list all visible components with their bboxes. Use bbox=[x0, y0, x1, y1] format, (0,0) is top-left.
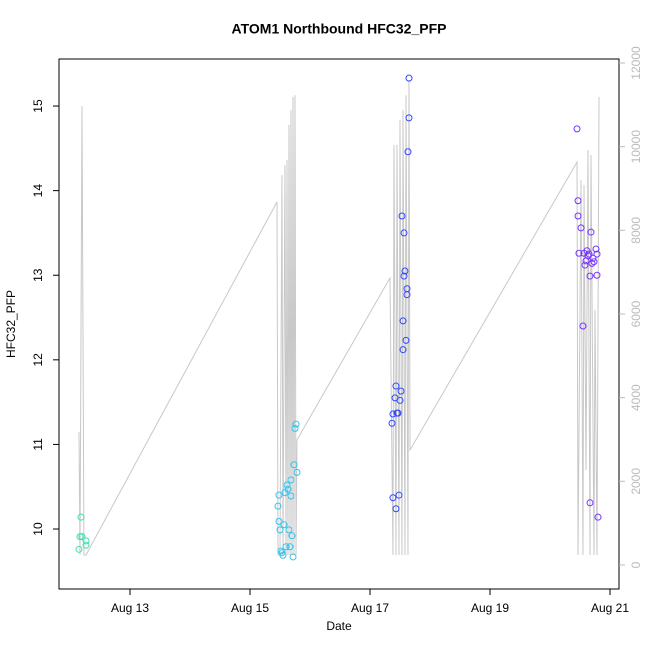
data-point bbox=[287, 492, 295, 500]
data-point bbox=[399, 317, 407, 325]
data-point bbox=[577, 224, 585, 232]
data-point bbox=[585, 250, 593, 258]
data-point bbox=[76, 533, 84, 541]
data-point bbox=[397, 387, 405, 395]
data-point bbox=[283, 481, 291, 489]
x-axis-label: Date bbox=[326, 619, 352, 633]
data-point bbox=[592, 245, 600, 253]
data-point bbox=[292, 420, 300, 428]
data-point bbox=[574, 197, 582, 205]
data-point bbox=[594, 513, 602, 521]
data-point bbox=[78, 533, 86, 541]
data-point bbox=[291, 424, 299, 432]
x-tick-label: Aug 19 bbox=[471, 601, 509, 615]
data-point bbox=[389, 494, 397, 502]
data-point bbox=[286, 543, 294, 551]
data-point bbox=[588, 259, 596, 267]
data-point bbox=[399, 346, 407, 354]
y-tick-label: 12 bbox=[31, 353, 45, 367]
data-point bbox=[82, 537, 90, 545]
x-tick-label: Aug 13 bbox=[111, 601, 149, 615]
y-tick-label: 15 bbox=[31, 99, 45, 113]
data-point bbox=[75, 545, 83, 553]
data-point bbox=[581, 261, 589, 269]
data-point bbox=[82, 541, 90, 549]
data-point bbox=[394, 409, 402, 417]
data-point bbox=[392, 382, 400, 390]
data-point bbox=[276, 526, 284, 534]
data-point bbox=[586, 272, 594, 280]
y-tick-label: 10 bbox=[31, 522, 45, 536]
data-point bbox=[290, 461, 298, 469]
data-point bbox=[586, 499, 594, 507]
x-tick-label: Aug 15 bbox=[231, 601, 269, 615]
data-point bbox=[275, 517, 283, 525]
data-point bbox=[593, 250, 601, 258]
data-point bbox=[579, 322, 587, 330]
data-point bbox=[287, 476, 295, 484]
data-point bbox=[402, 336, 410, 344]
x-tick-label: Aug 17 bbox=[351, 601, 389, 615]
data-point bbox=[405, 114, 413, 122]
data-point bbox=[77, 513, 85, 521]
data-point bbox=[289, 553, 297, 561]
data-point bbox=[274, 502, 282, 510]
data-point bbox=[583, 247, 591, 255]
y-tick-label: 14 bbox=[31, 184, 45, 198]
y2-tick-label: 6000 bbox=[629, 300, 643, 327]
data-point bbox=[590, 258, 598, 266]
data-point bbox=[404, 148, 412, 156]
data-point bbox=[288, 532, 296, 540]
y2-tick-label: 12000 bbox=[629, 46, 643, 80]
data-point bbox=[275, 491, 283, 499]
plot-frame bbox=[58, 58, 620, 590]
data-point bbox=[403, 291, 411, 299]
data-point bbox=[285, 526, 293, 534]
data-point bbox=[392, 505, 400, 513]
data-point bbox=[587, 228, 595, 236]
y2-tick-label: 8000 bbox=[629, 217, 643, 244]
data-point bbox=[396, 396, 404, 404]
altitude-line bbox=[78, 80, 600, 556]
data-point bbox=[400, 272, 408, 280]
x-tick-label: Aug 21 bbox=[591, 601, 629, 615]
data-point bbox=[405, 74, 413, 82]
y-axis-label: HFC32_PFP bbox=[4, 290, 18, 358]
data-point bbox=[279, 551, 287, 559]
data-point bbox=[574, 212, 582, 220]
data-point bbox=[389, 410, 397, 418]
y-tick-label: 11 bbox=[31, 438, 45, 451]
data-point bbox=[280, 521, 288, 529]
chart-title: ATOM1 Northbound HFC32_PFP bbox=[232, 21, 447, 37]
data-point bbox=[593, 271, 601, 279]
data-point bbox=[401, 267, 409, 275]
data-point bbox=[388, 419, 396, 427]
y2-tick-label: 0 bbox=[629, 561, 643, 568]
data-point bbox=[589, 254, 597, 262]
y2-tick-label: 4000 bbox=[629, 384, 643, 411]
data-point bbox=[400, 229, 408, 237]
data-point bbox=[293, 468, 301, 476]
y2-tick-label: 2000 bbox=[629, 468, 643, 495]
data-point bbox=[573, 125, 581, 133]
data-point bbox=[575, 249, 583, 257]
data-point bbox=[282, 543, 290, 551]
data-point bbox=[398, 212, 406, 220]
y-tick-label: 13 bbox=[31, 268, 45, 282]
y2-tick-label: 10000 bbox=[629, 130, 643, 164]
data-point bbox=[284, 485, 292, 493]
data-point bbox=[395, 491, 403, 499]
